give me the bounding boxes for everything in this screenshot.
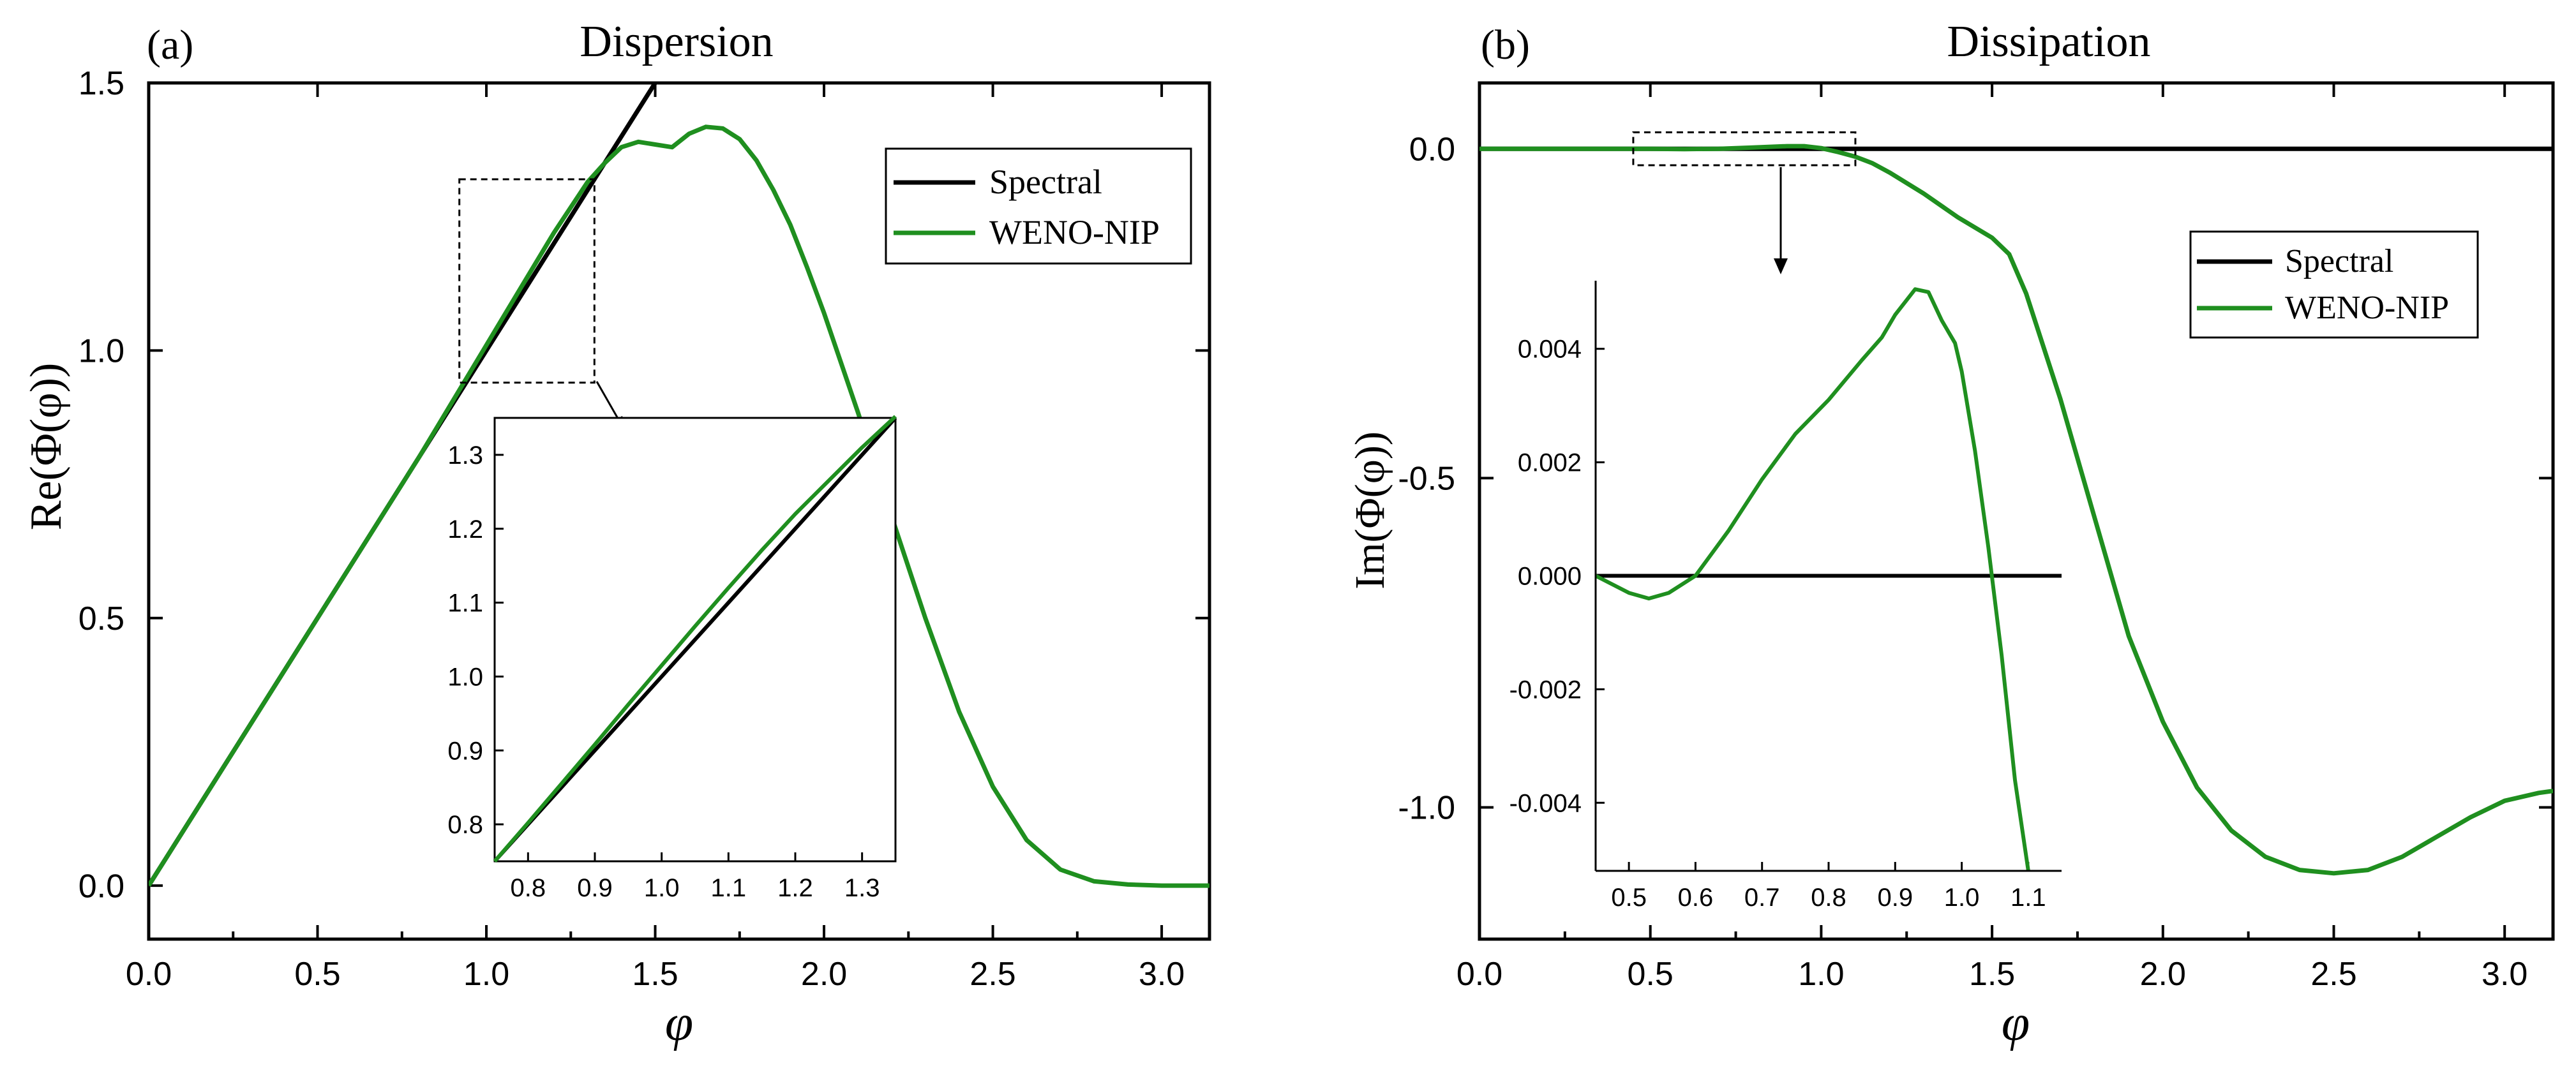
b-y-tick-label: 0.0	[1409, 131, 1455, 168]
b-inset-y-tick-label: 0.002	[1518, 449, 1582, 477]
a-inset-x-tick-label: 1.3	[844, 874, 880, 902]
b-x-tick-label: 0.0	[1456, 956, 1502, 993]
panel-label-b: (b)	[1481, 22, 1530, 68]
a-inset-y-tick-label: 1.3	[447, 441, 483, 470]
series-group-b	[1479, 144, 2553, 876]
b-inset-y-tick-label: 0.000	[1518, 563, 1582, 591]
b-inset-x-tick-label: 0.6	[1678, 884, 1714, 912]
legend-b: Spectral WENO-NIP	[2189, 230, 2479, 339]
b-x-tick-label: 2.5	[2310, 956, 2356, 993]
inset-ticks-a: 0.8 0.9 1.0 1.1 1.2 1.3 0.8 0.9 1.0 1.1 1.2 1.3	[447, 441, 880, 902]
b-inset-x-tick-label: 0.5	[1611, 884, 1647, 912]
a-y-tick-label: 1.0	[79, 333, 124, 370]
panel-dissipation: (b) Dissipation 0.0 0.5 1.0 1.5 2.0 2.5 3.00.0…	[1347, 17, 2555, 1051]
a-inset-y-tick-label: 1.0	[447, 663, 483, 691]
a-inset-series-weno-nip	[493, 415, 897, 863]
panel-label-a: (a)	[147, 22, 193, 68]
b-inset-y-tick-label: -0.002	[1509, 676, 1582, 704]
a-inset-x-tick-label: 0.9	[577, 874, 613, 902]
zoom-box-b	[1632, 131, 1857, 167]
a-inset-series-spectral	[493, 416, 897, 863]
legend-a: Spectral WENO-NIP	[885, 147, 1192, 265]
b-x-tick-label: 2.0	[2140, 956, 2186, 993]
title-dissipation: Dissipation	[1947, 17, 2151, 66]
series-group-a	[149, 83, 1209, 888]
plot-frame-b	[1478, 81, 2555, 941]
b-y-tick-label: -1.0	[1398, 790, 1455, 827]
plot-frame-a	[147, 81, 1211, 941]
panel-dispersion: (a) Dispersion 0.0 0.5 1.0 1.5 2.0 2.5 3.00.00…	[22, 17, 1211, 1051]
legend-label-spectral-a: Spectral	[989, 163, 1102, 201]
b-inset-x-tick-label: 0.8	[1811, 884, 1846, 912]
b-x-tick-label: 3.0	[2482, 956, 2527, 993]
b-y-tick-label: -0.5	[1398, 461, 1455, 498]
b-x-tick-label: 1.0	[1798, 956, 1844, 993]
a-x-tick-label: 0.5	[294, 956, 340, 993]
a-x-tick-label: 2.5	[970, 956, 1015, 993]
a-inset-y-tick-label: 0.8	[447, 811, 483, 839]
b-inset-y-tick-label: -0.004	[1509, 789, 1582, 817]
y-axis-label-a: Re(Φ(φ))	[22, 363, 71, 531]
b-x-tick-label: 0.5	[1628, 956, 1674, 993]
legend-frame-b	[2189, 230, 2479, 339]
a-inset-x-tick-label: 1.0	[644, 874, 680, 902]
b-series-weno-nip	[1479, 144, 2553, 876]
a-x-tick-label: 2.0	[801, 956, 847, 993]
legend-label-spectral-b: Spectral	[2285, 243, 2393, 279]
legend-frame-a	[885, 147, 1192, 265]
legend-label-weno-b: WENO-NIP	[2285, 290, 2449, 326]
a-inset-y-tick-label: 1.2	[447, 515, 483, 544]
inset-ticks-b: 0.5 0.6 0.7 0.8 0.9 1.0 1.1 0.004 0.002 0.000 -0.0…	[1509, 336, 2046, 912]
a-x-tick-label: 1.0	[463, 956, 509, 993]
b-inset-x-tick-label: 0.9	[1877, 884, 1913, 912]
zoom-box-a	[458, 178, 595, 384]
b-x-tick-label: 1.5	[1969, 956, 2015, 993]
a-inset-y-tick-label: 0.9	[447, 737, 483, 765]
a-inset-x-tick-label: 1.1	[711, 874, 747, 902]
legend-label-weno-a: WENO-NIP	[989, 213, 1160, 251]
a-y-tick-label: 1.5	[79, 65, 124, 102]
axes-ticks-b: 0.0 0.5 1.0 1.5 2.0 2.5 3.0 0.0 -0.5 -1.0	[1398, 83, 2553, 993]
b-inset-x-tick-label: 0.7	[1744, 884, 1780, 912]
b-inset-x-tick-label: 1.0	[1944, 884, 1980, 912]
x-axis-label-a: φ	[665, 995, 693, 1051]
a-y-tick-label: 0.0	[79, 868, 124, 905]
a-inset-y-tick-label: 1.1	[447, 590, 483, 618]
b-inset-x-tick-label: 1.1	[2011, 884, 2046, 912]
b-inset-y-tick-label: 0.004	[1518, 336, 1582, 364]
a-series-weno-nip	[149, 124, 1209, 888]
a-inset-x-tick-label: 1.2	[777, 874, 813, 902]
a-x-tick-label: 0.0	[126, 956, 172, 993]
y-axis-label-b: Im(Φ(φ))	[1347, 431, 1393, 590]
a-inset-x-tick-label: 0.8	[511, 874, 546, 902]
inset-series-a	[493, 415, 897, 863]
a-x-tick-label: 1.5	[632, 956, 678, 993]
zoom-arrowhead-b	[1774, 258, 1788, 274]
b-inset-series-weno-nip	[1596, 287, 2030, 871]
inset-series-b	[1596, 287, 2062, 871]
axes-ticks-a: 0.0 0.5 1.0 1.5 2.0 2.5 3.0 0.0 0.5 1.0 1.5	[79, 65, 1209, 993]
title-dispersion: Dispersion	[580, 17, 773, 66]
a-y-tick-label: 0.5	[79, 600, 124, 637]
a-x-tick-label: 3.0	[1139, 956, 1185, 993]
x-axis-label-b: φ	[2002, 995, 2030, 1051]
